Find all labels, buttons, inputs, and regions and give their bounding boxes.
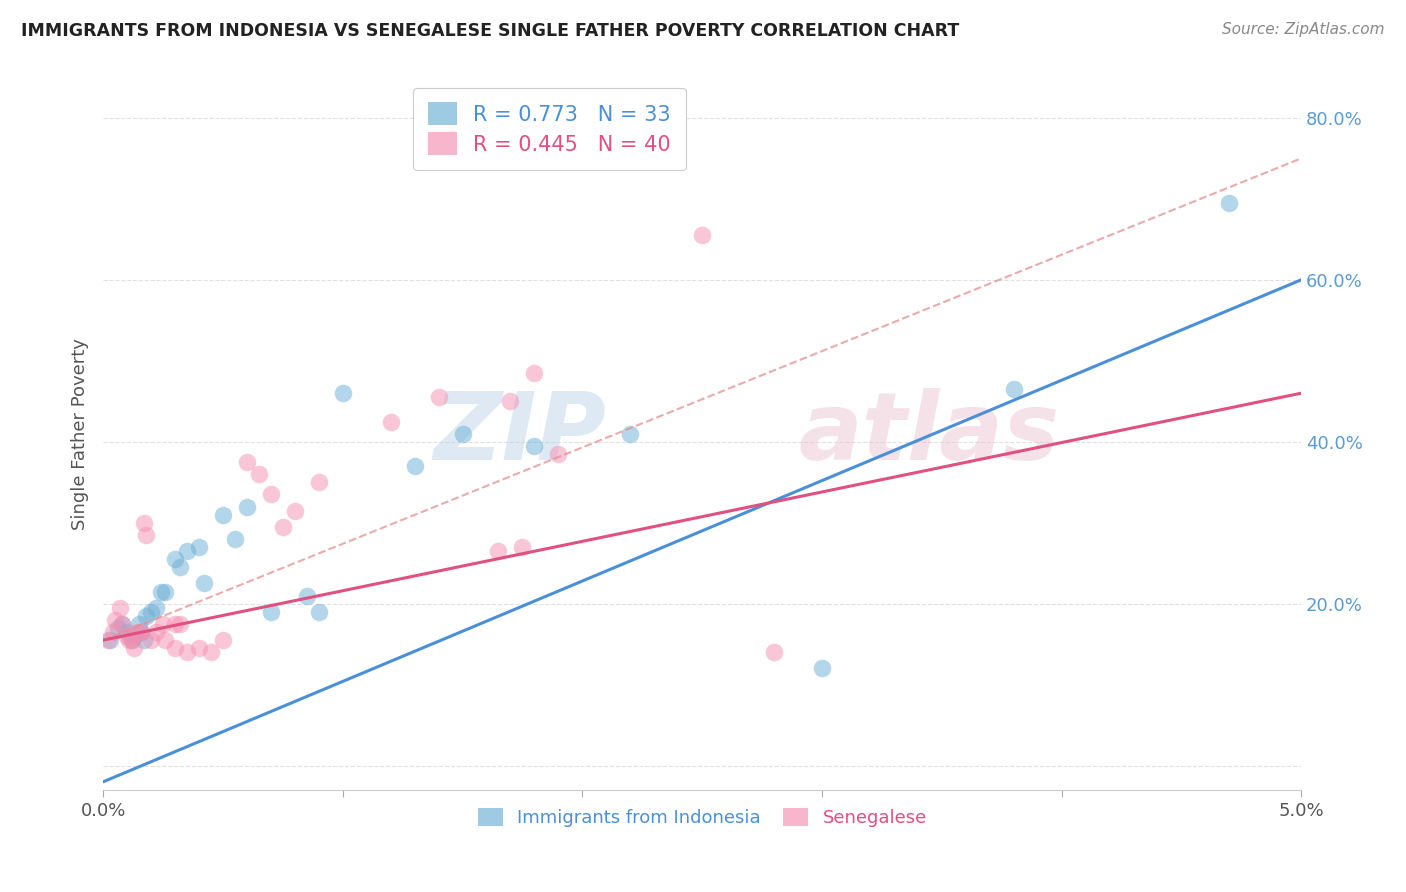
Point xyxy=(163,552,186,566)
Point xyxy=(132,516,155,530)
Text: atlas: atlas xyxy=(799,388,1059,480)
Text: IMMIGRANTS FROM INDONESIA VS SENEGALESE SINGLE FATHER POVERTY CORRELATION CHART: IMMIGRANTS FROM INDONESIA VS SENEGALESE … xyxy=(21,22,959,40)
Point xyxy=(176,645,198,659)
Point xyxy=(111,616,134,631)
Y-axis label: Single Father Poverty: Single Father Poverty xyxy=(72,338,89,530)
Point xyxy=(98,633,121,648)
Point xyxy=(163,641,186,656)
Point xyxy=(308,605,330,619)
Point xyxy=(260,487,283,501)
Point xyxy=(145,600,167,615)
Point xyxy=(176,544,198,558)
Point xyxy=(188,540,211,554)
Point xyxy=(115,629,138,643)
Point xyxy=(115,625,138,640)
Point xyxy=(284,503,307,517)
Point xyxy=(121,633,143,648)
Point xyxy=(155,584,177,599)
Point xyxy=(1218,196,1240,211)
Point xyxy=(128,625,150,640)
Point xyxy=(135,608,157,623)
Point xyxy=(139,605,162,619)
Point xyxy=(763,645,786,659)
Point xyxy=(271,520,294,534)
Point xyxy=(149,584,172,599)
Point xyxy=(236,500,259,514)
Point xyxy=(169,616,191,631)
Text: ZIP: ZIP xyxy=(433,388,606,480)
Point xyxy=(121,633,143,648)
Point xyxy=(427,390,450,404)
Point xyxy=(260,605,283,619)
Legend: Immigrants from Indonesia, Senegalese: Immigrants from Indonesia, Senegalese xyxy=(471,800,934,834)
Point xyxy=(547,447,569,461)
Point xyxy=(125,625,148,640)
Point xyxy=(135,528,157,542)
Point xyxy=(619,426,641,441)
Point xyxy=(104,613,127,627)
Point xyxy=(155,633,177,648)
Point xyxy=(128,616,150,631)
Point xyxy=(118,633,141,648)
Point xyxy=(111,616,134,631)
Point xyxy=(152,616,174,631)
Point xyxy=(247,467,270,482)
Point xyxy=(212,633,235,648)
Point xyxy=(224,532,246,546)
Point xyxy=(97,633,120,648)
Point xyxy=(811,661,834,675)
Point xyxy=(124,641,146,656)
Point xyxy=(523,366,546,380)
Point xyxy=(308,475,330,490)
Point xyxy=(124,629,146,643)
Point xyxy=(451,426,474,441)
Point xyxy=(131,625,153,640)
Point xyxy=(295,589,318,603)
Point xyxy=(101,625,124,640)
Point xyxy=(145,625,167,640)
Point xyxy=(523,439,546,453)
Point xyxy=(188,641,211,656)
Point xyxy=(404,458,426,473)
Point xyxy=(212,508,235,522)
Point xyxy=(107,621,129,635)
Text: Source: ZipAtlas.com: Source: ZipAtlas.com xyxy=(1222,22,1385,37)
Point xyxy=(236,455,259,469)
Point xyxy=(193,576,215,591)
Point xyxy=(108,600,131,615)
Point xyxy=(380,415,402,429)
Point xyxy=(499,394,522,409)
Point xyxy=(200,645,222,659)
Point xyxy=(1002,382,1025,396)
Point xyxy=(512,540,534,554)
Point xyxy=(139,633,162,648)
Point xyxy=(169,560,191,574)
Point xyxy=(163,616,186,631)
Point xyxy=(332,386,354,401)
Point xyxy=(131,625,153,640)
Point xyxy=(488,544,510,558)
Point xyxy=(132,633,155,648)
Point xyxy=(690,228,713,243)
